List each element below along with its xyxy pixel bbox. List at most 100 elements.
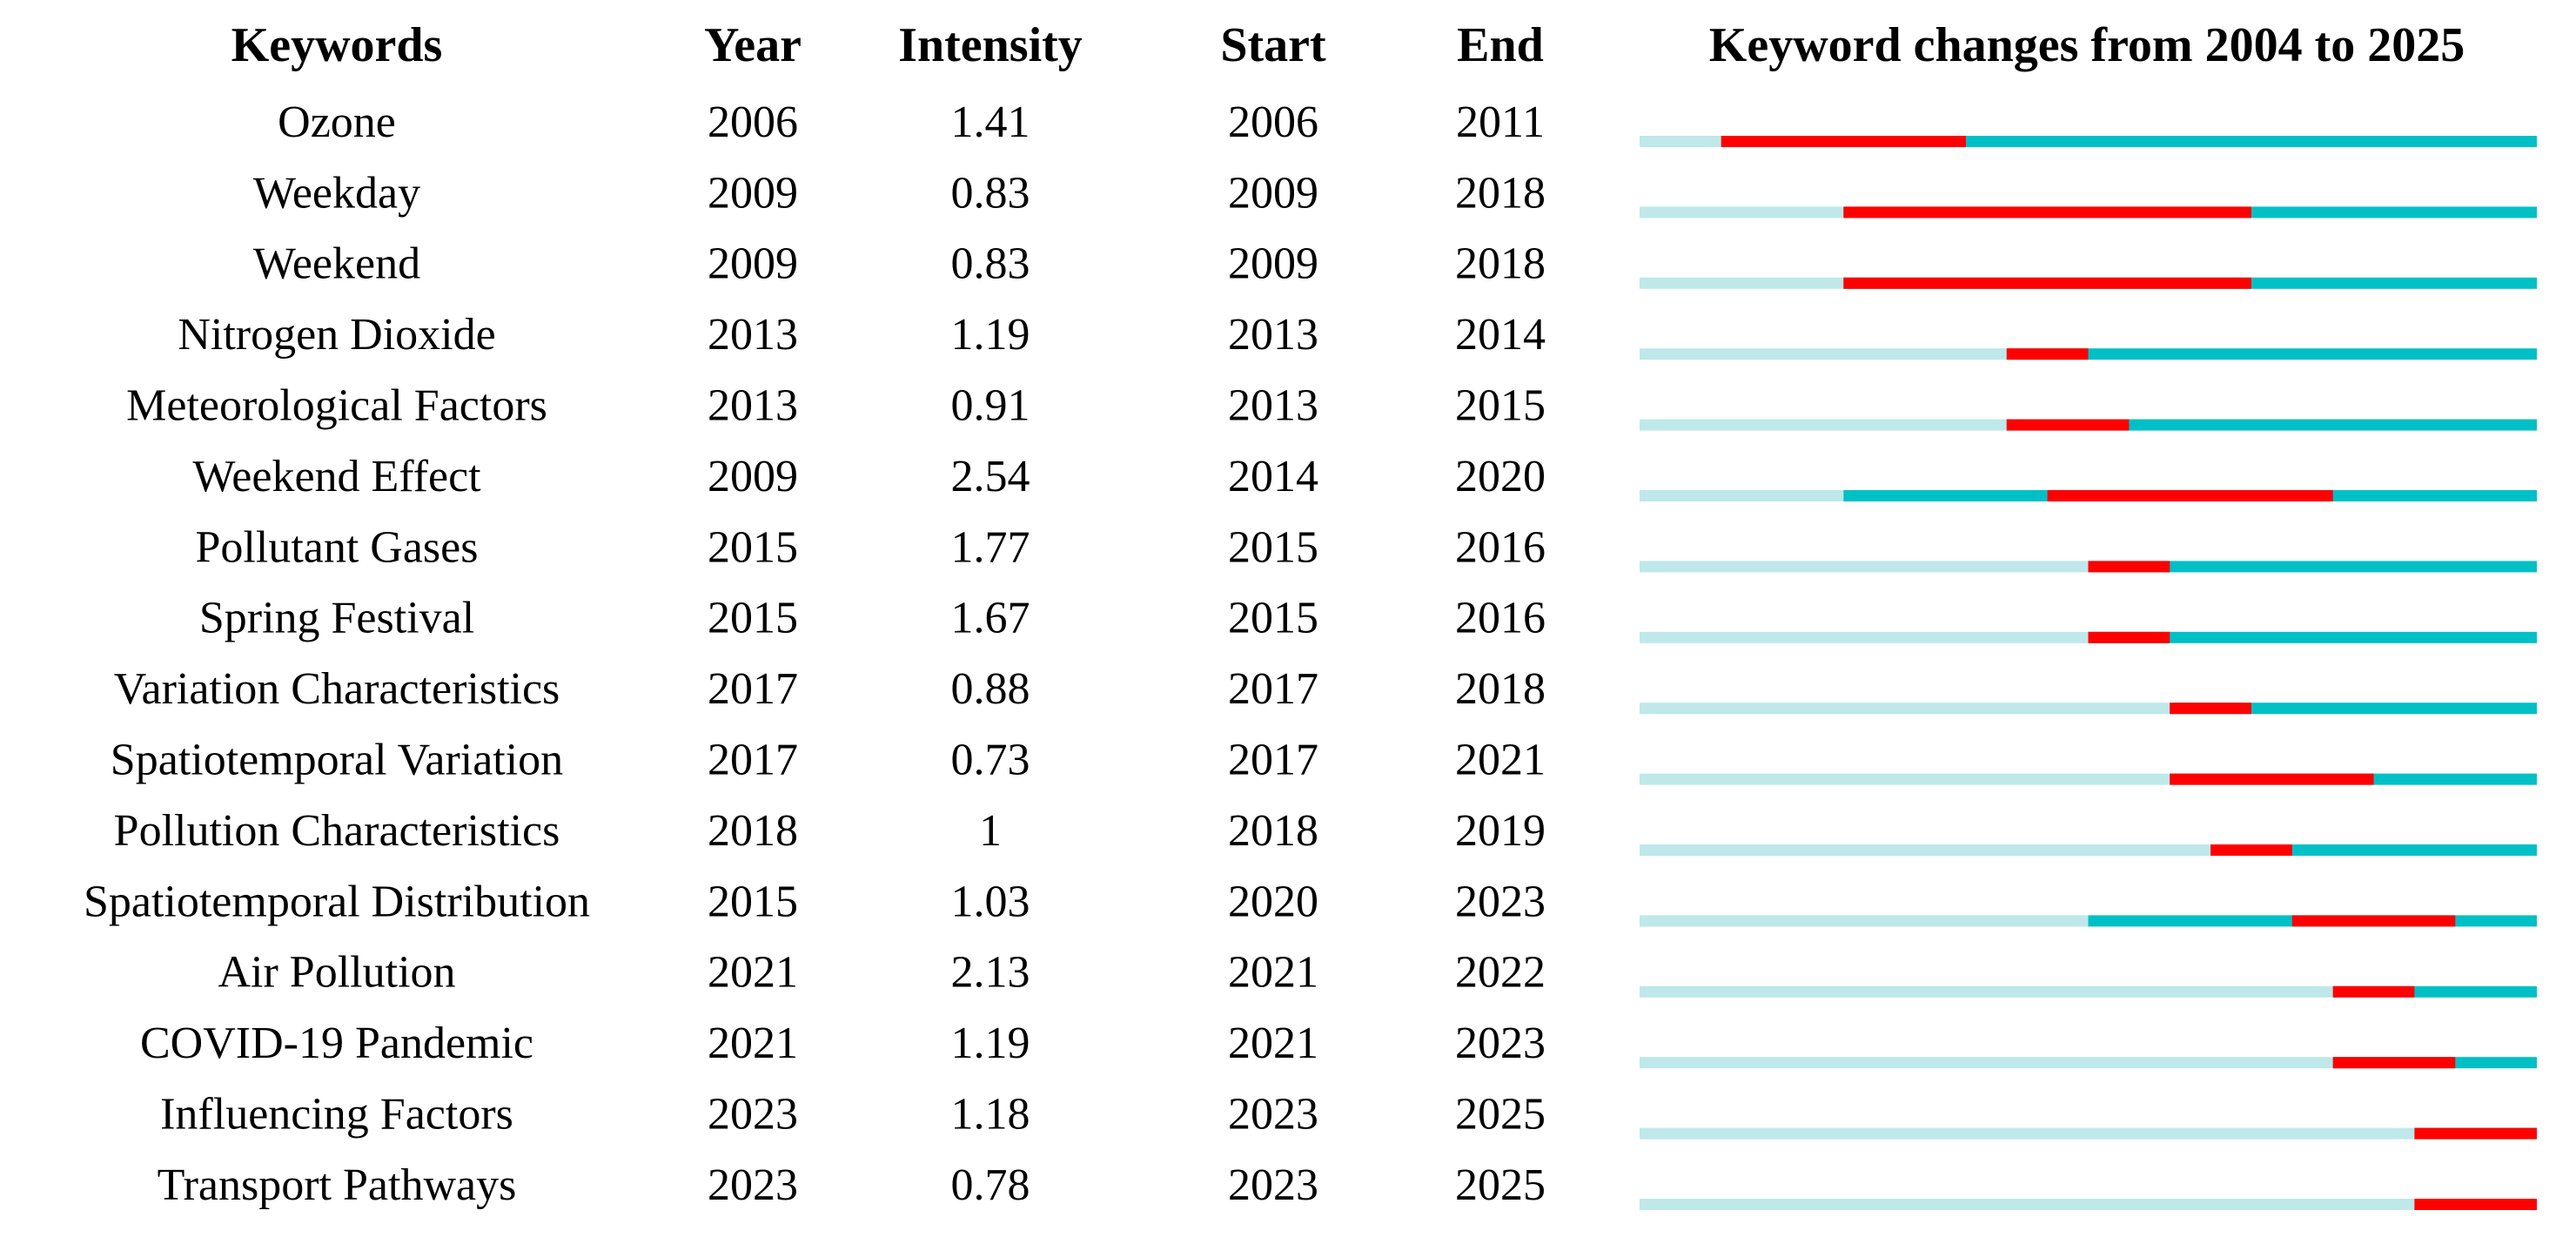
- end: 2021: [1455, 736, 1546, 785]
- burst-segment: [2332, 1057, 2456, 1069]
- start: 2013: [1228, 310, 1318, 360]
- pre-year-segment: [1640, 1057, 2333, 1069]
- pre-year-segment: [1640, 844, 2211, 856]
- keyword: Ozone: [278, 98, 396, 147]
- start: 2023: [1228, 1160, 1318, 1210]
- intensity: 0.83: [951, 168, 1030, 218]
- end: 2018: [1455, 664, 1546, 714]
- header-start: Start: [1220, 18, 1326, 72]
- year: 2009: [708, 452, 798, 501]
- keyword: Spring Festival: [199, 594, 474, 643]
- year: 2009: [708, 239, 798, 289]
- intensity: 2.54: [951, 452, 1030, 501]
- year: 2021: [708, 1019, 798, 1068]
- end: 2020: [1455, 452, 1546, 501]
- keyword: COVID-19 Pandemic: [140, 1019, 533, 1068]
- active-segment: [2088, 631, 2537, 643]
- pre-year-segment: [1640, 348, 2007, 360]
- burst-segment: [1843, 277, 2251, 289]
- intensity: 0.91: [951, 381, 1030, 431]
- year: 2009: [708, 168, 798, 218]
- pre-year-segment: [1640, 631, 2089, 643]
- pre-year-segment: [1640, 1199, 2415, 1210]
- year: 2017: [708, 664, 798, 714]
- active-segment: [2170, 703, 2537, 715]
- pre-year-segment: [1640, 490, 1844, 501]
- end: 2016: [1455, 594, 1546, 643]
- keyword: Air Pollution: [218, 948, 455, 998]
- pre-year-segment: [1640, 136, 1721, 147]
- keyword: Weekend: [253, 239, 420, 289]
- year: 2018: [708, 806, 798, 856]
- year: 2013: [708, 381, 798, 431]
- pre-year-segment: [1640, 419, 2007, 431]
- year: 2015: [708, 522, 798, 572]
- intensity: 0.78: [951, 1160, 1030, 1210]
- start: 2015: [1228, 522, 1318, 572]
- intensity: 1.19: [951, 310, 1030, 360]
- burst-segment: [2332, 985, 2415, 998]
- burst-segment: [2414, 1127, 2537, 1140]
- pre-year-segment: [1640, 1127, 2415, 1140]
- burst-segment: [1721, 136, 1966, 147]
- intensity: 0.88: [951, 664, 1030, 714]
- end: 2014: [1455, 310, 1546, 360]
- intensity: 1.18: [951, 1090, 1030, 1140]
- start: 2013: [1228, 381, 1318, 431]
- end: 2019: [1455, 806, 1546, 856]
- start: 2020: [1228, 877, 1318, 926]
- end: 2018: [1455, 168, 1546, 218]
- start: 2006: [1228, 98, 1318, 147]
- year: 2017: [708, 736, 798, 785]
- keyword: Weekday: [253, 168, 420, 218]
- burst-segment: [2291, 915, 2456, 927]
- end: 2015: [1455, 381, 1546, 431]
- year: 2015: [708, 877, 798, 926]
- intensity: 0.73: [951, 736, 1030, 785]
- keyword: Pollutant Gases: [196, 522, 479, 572]
- pre-year-segment: [1640, 915, 2089, 927]
- header-year: Year: [704, 18, 802, 72]
- keyword: Pollution Characteristics: [114, 806, 560, 856]
- header-timeline: Keyword changes from 2004 to 2025: [1709, 18, 2465, 72]
- intensity: 1: [979, 806, 1002, 856]
- start: 2014: [1228, 452, 1318, 501]
- keyword: Influencing Factors: [160, 1090, 513, 1140]
- start: 2015: [1228, 594, 1318, 643]
- keyword: Weekend Effect: [192, 452, 481, 501]
- burst-segment: [2006, 419, 2130, 431]
- intensity: 1.41: [951, 98, 1030, 147]
- pre-year-segment: [1640, 277, 1844, 289]
- active-segment: [2088, 561, 2537, 573]
- burst-segment: [2170, 703, 2251, 715]
- burst-segment: [2088, 561, 2170, 573]
- burst-segment: [2414, 1199, 2537, 1210]
- pre-year-segment: [1640, 773, 2170, 785]
- end: 2022: [1455, 948, 1546, 998]
- intensity: 0.83: [951, 239, 1030, 289]
- active-segment: [2006, 419, 2537, 431]
- start: 2017: [1228, 664, 1318, 714]
- burst-segment: [2088, 631, 2170, 643]
- keyword: Spatiotemporal Variation: [111, 736, 563, 785]
- intensity: 1.19: [951, 1019, 1030, 1068]
- keyword: Variation Characteristics: [114, 664, 560, 714]
- start: 2017: [1228, 736, 1318, 785]
- intensity: 2.13: [951, 948, 1030, 998]
- keyword: Spatiotemporal Distribution: [84, 877, 590, 926]
- intensity: 1.77: [951, 522, 1030, 572]
- end: 2016: [1455, 522, 1546, 572]
- end: 2018: [1455, 239, 1546, 289]
- end: 2025: [1455, 1090, 1546, 1140]
- year: 2006: [708, 98, 798, 147]
- intensity: 1.67: [951, 594, 1030, 643]
- year: 2021: [708, 948, 798, 998]
- header-end: End: [1457, 18, 1544, 72]
- keyword: Transport Pathways: [158, 1160, 517, 1210]
- burst-segment: [1843, 206, 2251, 219]
- year: 2023: [708, 1160, 798, 1210]
- end: 2023: [1455, 877, 1546, 926]
- start: 2009: [1228, 168, 1318, 218]
